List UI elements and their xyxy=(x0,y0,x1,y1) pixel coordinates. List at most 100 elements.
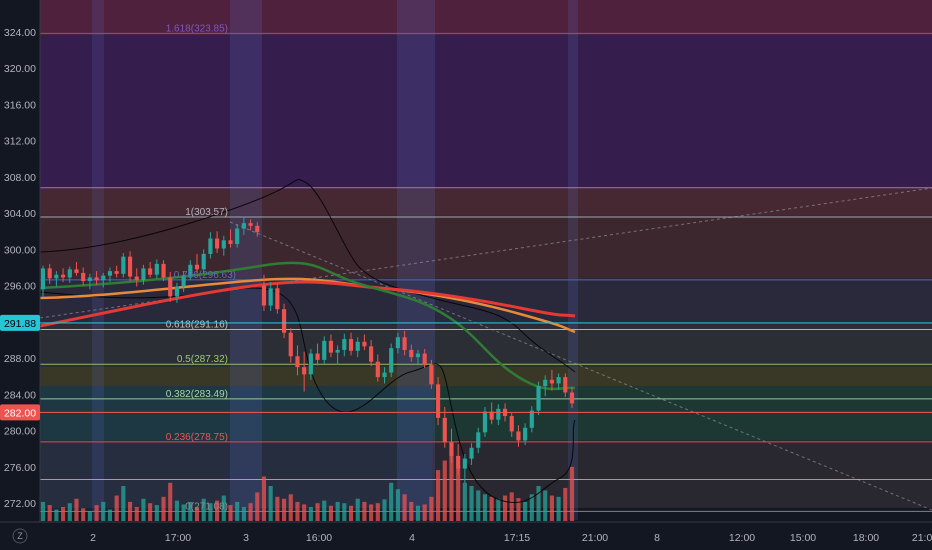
candle-body xyxy=(194,264,200,270)
candle-body xyxy=(482,411,488,433)
volume-bar xyxy=(40,501,46,521)
candle-body xyxy=(409,349,414,358)
candle xyxy=(409,344,414,362)
candle-body xyxy=(134,276,139,281)
y-tick-label: 272.00 xyxy=(4,498,36,510)
candle-body xyxy=(509,416,514,432)
candle xyxy=(529,406,534,433)
x-tick-label: 16:00 xyxy=(306,532,332,544)
candle-body xyxy=(295,356,300,368)
price-badge-label: 282.00 xyxy=(4,407,36,419)
candle xyxy=(389,343,394,378)
volume-bar xyxy=(322,500,327,521)
candle-body xyxy=(208,238,213,254)
session-band-4 xyxy=(568,0,578,520)
volume-bar xyxy=(342,503,347,521)
candle-body xyxy=(308,353,313,375)
candle-body xyxy=(442,417,447,443)
volume-bar xyxy=(134,507,139,521)
volume-bar xyxy=(255,492,260,521)
candle xyxy=(121,253,126,278)
volume-bar xyxy=(221,495,226,521)
candle-body xyxy=(569,392,575,404)
candle xyxy=(107,267,113,282)
candle-body xyxy=(335,349,340,353)
fib-zone-0786 xyxy=(40,215,932,278)
x-tick-label: 4 xyxy=(409,532,415,544)
candle-body xyxy=(529,410,534,428)
volume-bar xyxy=(422,504,427,521)
fib-label: 0(271.08) xyxy=(185,501,228,512)
candle xyxy=(141,264,146,285)
candle xyxy=(288,328,293,363)
volume-bar xyxy=(543,490,548,521)
y-tick-label: 300.00 xyxy=(4,244,36,256)
candle xyxy=(462,454,467,484)
x-tick-label: 12:00 xyxy=(729,532,755,544)
volume-bar xyxy=(523,501,528,521)
candle xyxy=(255,222,260,237)
volume-bar xyxy=(369,504,374,521)
candle xyxy=(268,281,273,311)
candle xyxy=(174,282,179,303)
candle-body xyxy=(281,309,287,333)
volume-bar xyxy=(141,498,146,521)
volume-bar xyxy=(161,496,166,521)
candle-body xyxy=(315,353,320,360)
price-badge xyxy=(0,404,40,421)
volume-bar xyxy=(148,503,153,521)
candle xyxy=(168,272,173,302)
volume-bar xyxy=(315,503,320,521)
candle-body xyxy=(215,238,220,249)
candle-body xyxy=(422,353,427,365)
candle xyxy=(228,229,233,248)
volume-bar xyxy=(382,499,387,521)
x-tick-label: 21:00 xyxy=(912,532,932,544)
candle xyxy=(375,354,380,382)
candle-body xyxy=(362,341,367,347)
candle-body xyxy=(107,271,113,276)
x-tick-label: 17:15 xyxy=(504,532,530,544)
volume-bar xyxy=(536,486,541,521)
y-tick-label: 312.00 xyxy=(4,136,36,148)
candle xyxy=(442,406,447,448)
x-tick-label: 17:00 xyxy=(165,532,191,544)
volume-bar xyxy=(436,470,441,521)
candle-body xyxy=(255,225,260,233)
volume-bar xyxy=(154,505,159,521)
x-tick-label: 2 xyxy=(90,532,96,544)
y-tick-label: 288.00 xyxy=(4,353,36,365)
volume-bar xyxy=(409,501,414,521)
candle xyxy=(215,231,220,254)
candle-body xyxy=(382,372,387,378)
candle-body xyxy=(375,361,380,378)
candle xyxy=(275,283,280,314)
volume-bar xyxy=(549,495,554,521)
candle-body xyxy=(40,268,46,290)
session-band-1 xyxy=(92,0,104,520)
volume-bar xyxy=(101,501,106,521)
volume-bar xyxy=(168,482,173,521)
zoom-button[interactable]: Z xyxy=(12,528,28,544)
candle-body xyxy=(523,427,528,441)
fib-label: 0.382(283.49) xyxy=(166,389,228,400)
volume-bar xyxy=(308,507,313,521)
candle xyxy=(154,259,159,279)
candle xyxy=(127,251,133,282)
volume-bar xyxy=(402,494,407,521)
candle-body xyxy=(302,367,307,375)
candle-body xyxy=(342,339,347,350)
fib-label: 0.786(296.63) xyxy=(174,270,236,281)
fib-label: 0.618(291.16) xyxy=(166,319,228,330)
candle-body xyxy=(74,269,79,273)
candle xyxy=(509,412,514,437)
candle-body xyxy=(549,379,554,384)
candle-body xyxy=(181,275,186,287)
volume-bar xyxy=(569,466,575,521)
candle xyxy=(61,268,66,282)
volume-bar xyxy=(241,507,246,521)
candle-body xyxy=(241,223,246,229)
candle xyxy=(235,224,240,248)
candle-body xyxy=(127,256,133,277)
